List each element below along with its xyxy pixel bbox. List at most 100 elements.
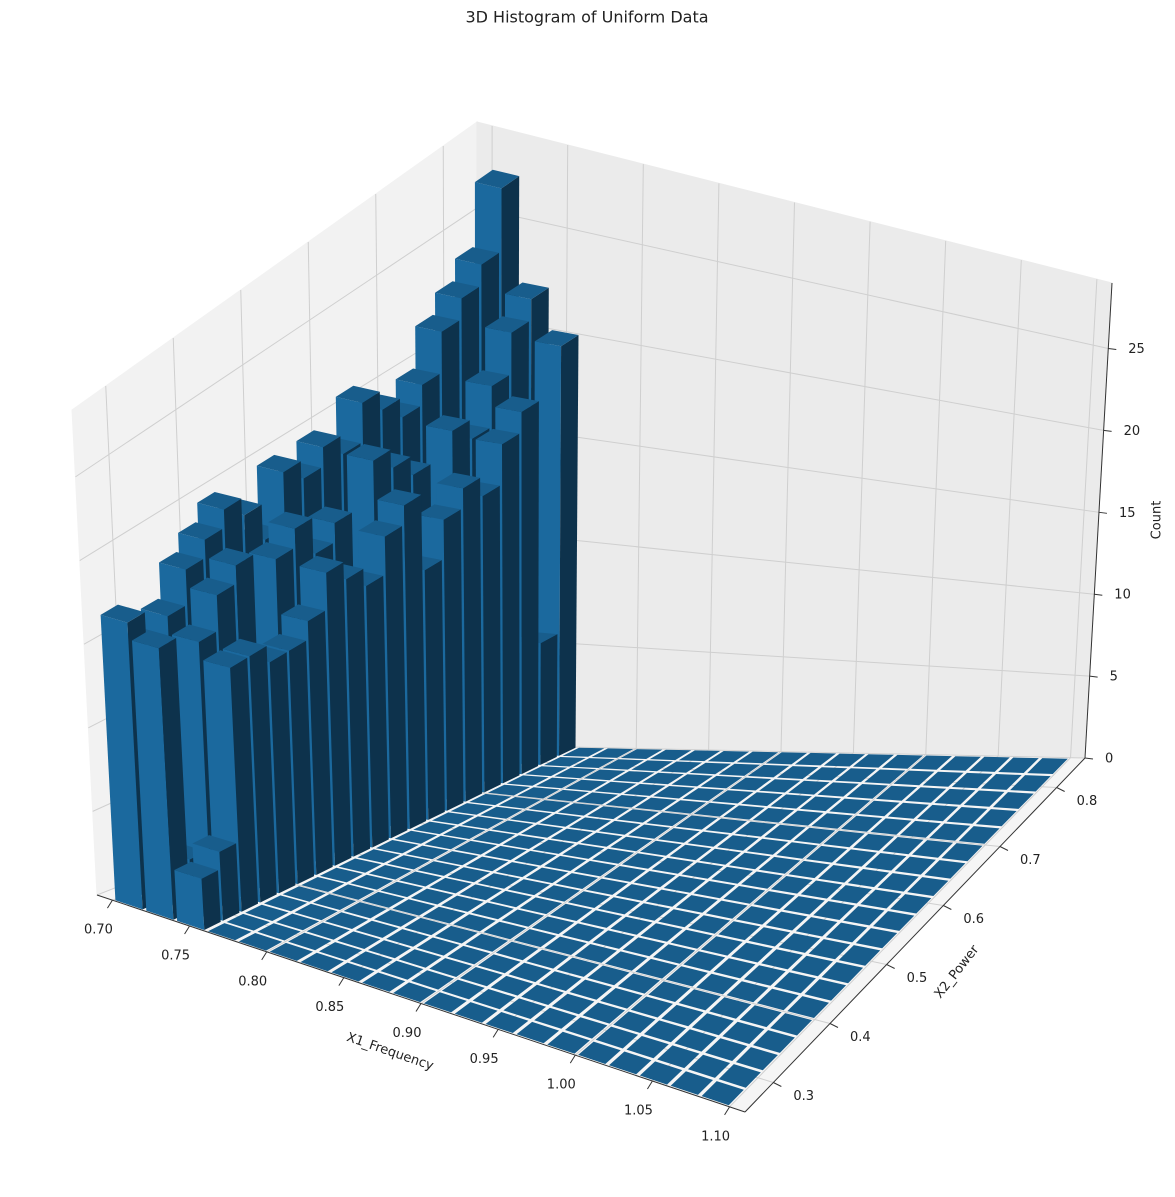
- bar-top-face: [282, 886, 326, 902]
- bar-top-face: [264, 895, 308, 912]
- bar-side-face: [482, 485, 501, 793]
- bar-top-face: [905, 787, 947, 803]
- bar-top-face: [410, 888, 454, 905]
- z-tick-label: 15: [1119, 506, 1136, 521]
- bar-top-face: [573, 758, 615, 768]
- bar: [574, 944, 617, 963]
- bar-top-face: [429, 877, 472, 894]
- bar-top-face: [582, 1002, 625, 1024]
- bar: [765, 752, 808, 765]
- bar-top-face: [454, 840, 497, 855]
- bar-top-face: [718, 921, 761, 941]
- bar-top-face: [583, 769, 626, 781]
- bar: [546, 789, 589, 802]
- bar-top-face: [748, 927, 791, 947]
- bar: [835, 849, 877, 867]
- bar: [578, 1041, 621, 1064]
- bar: [585, 878, 628, 895]
- bar: [576, 792, 619, 805]
- bar-top-face: [569, 979, 612, 1000]
- bar: [417, 861, 461, 876]
- bar: [739, 1005, 782, 1028]
- bar-top-face: [691, 1013, 734, 1036]
- bar: [899, 820, 941, 838]
- bar-top-face: [465, 856, 509, 872]
- bar-top-face: [722, 1021, 765, 1044]
- bar-top-face: [746, 838, 789, 855]
- bar: [765, 911, 808, 931]
- bar-top-face: [256, 454, 301, 473]
- bar: [669, 844, 712, 861]
- bar-top-face: [817, 782, 859, 797]
- bar-top-face: [375, 840, 419, 854]
- bar: [325, 912, 369, 929]
- bar: [688, 915, 731, 934]
- grid-line: [128, 882, 774, 1083]
- bar-top-face: [648, 981, 691, 1002]
- bar: [847, 869, 890, 888]
- bar: [514, 850, 557, 866]
- bar: [276, 913, 320, 931]
- bar: [805, 845, 848, 863]
- bar-top-face: [531, 916, 575, 935]
- bar-top-face: [453, 914, 496, 932]
- bar-top-face: [306, 922, 350, 940]
- bar-top-face: [709, 997, 752, 1019]
- y-tick-label: 0.3: [793, 1089, 814, 1104]
- bar: [639, 1061, 683, 1085]
- bar-top-face: [539, 813, 582, 827]
- bar-top-face: [788, 860, 830, 879]
- bar: [282, 886, 326, 902]
- bar: [640, 923, 683, 942]
- bar-top-face: [622, 937, 665, 957]
- bar: [301, 877, 345, 892]
- x-tick: [107, 899, 113, 909]
- bar: [487, 784, 531, 796]
- bar-top-face: [506, 775, 549, 786]
- bar: [628, 903, 671, 921]
- bar: [969, 756, 1010, 772]
- bar: [525, 867, 569, 884]
- bar-top-face: [477, 954, 521, 974]
- bar: [1010, 775, 1051, 792]
- bar-top-face: [546, 789, 589, 802]
- bar: [612, 771, 655, 783]
- bar-top-face: [800, 880, 843, 899]
- bar: [556, 957, 600, 977]
- bar-top-face: [565, 1017, 608, 1039]
- bar: [876, 785, 918, 801]
- bar-top-face: [808, 939, 851, 960]
- bar-top-face: [447, 945, 491, 965]
- bar: [951, 772, 993, 789]
- bar-top-face: [682, 788, 725, 801]
- bar: [718, 1064, 761, 1088]
- grid-line: [255, 832, 887, 965]
- bar: [508, 962, 552, 983]
- bar: [288, 932, 332, 951]
- bar-top-face: [835, 849, 877, 867]
- bar: [653, 944, 696, 964]
- bar: [709, 997, 752, 1019]
- bar-top-face: [610, 916, 653, 935]
- grid-line: [574, 754, 927, 1056]
- bar-top-face: [753, 891, 795, 910]
- bar-top-face: [424, 835, 468, 850]
- bar: [605, 951, 648, 971]
- bar: [808, 939, 851, 960]
- bar-top-face: [670, 929, 713, 949]
- bar: [752, 808, 795, 823]
- x-tick: [724, 1106, 730, 1116]
- bar: [713, 958, 756, 979]
- bar-top-face: [860, 889, 902, 909]
- bar: [917, 804, 959, 822]
- bar: [423, 992, 467, 1013]
- bar: [343, 902, 387, 919]
- bar-top-face: [543, 757, 586, 767]
- bar-top-face: [350, 874, 394, 890]
- bar: [830, 885, 872, 904]
- bar-top-face: [459, 884, 502, 901]
- bar-top-face: [711, 866, 753, 884]
- z-tick: [1089, 675, 1098, 678]
- bar-top-face: [574, 944, 617, 963]
- bar: [598, 820, 641, 835]
